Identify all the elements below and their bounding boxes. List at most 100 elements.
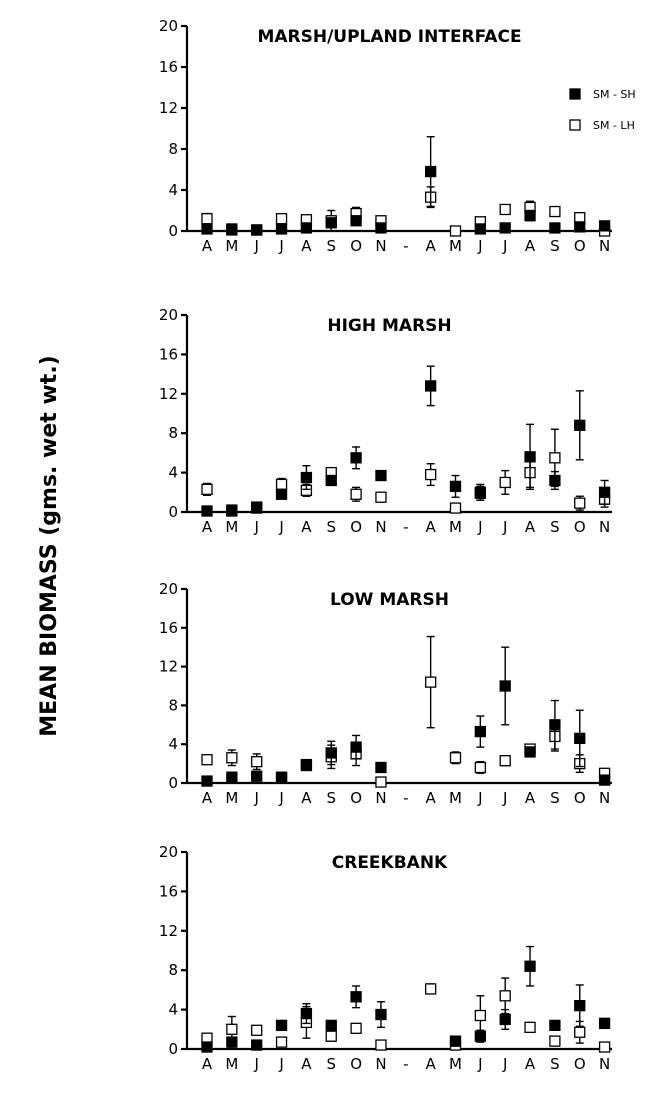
x-tick-label: S [550,789,560,807]
y-tick-label: 20 [159,17,178,35]
data-point-sm-lh [226,752,238,764]
data-point-sm-lh [275,478,288,491]
x-tick-label: N [375,1055,386,1073]
x-tick-label: J [278,237,283,255]
x-tick-label: N [375,237,386,255]
legend-marker-sm-lh [569,119,581,131]
y-tick-label: 8 [168,961,178,979]
data-point-sm-sh [424,380,437,392]
data-point-sm-sh [598,220,611,232]
x-tick-label: S [550,237,560,255]
x-tick-label: N [375,789,386,807]
x-tick-label: M [449,1055,462,1073]
x-tick-label: J [502,237,507,255]
data-point-sm-sh [375,222,387,234]
x-tick-label: J [502,789,507,807]
x-tick-label: O [350,1055,362,1073]
x-tick-label: O [350,237,362,255]
data-point-sm-sh [325,217,337,229]
data-point-sm-lh [251,756,263,768]
x-tick-label: A [426,237,437,255]
data-point-sm-sh [499,1013,511,1026]
x-tick-label: M [225,1055,238,1073]
x-tick-label: A [202,518,213,536]
data-point-sm-lh [449,752,462,764]
panel-title: MARSH/UPLAND INTERFACE [257,27,521,47]
x-tick-label: J [502,518,507,536]
data-point-sm-sh [201,223,213,235]
data-point-sm-sh [350,991,362,1003]
y-tick-label: 20 [159,580,178,598]
data-point-sm-sh [449,480,462,493]
y-tick-label: 0 [168,222,178,240]
data-point-sm-lh [424,983,437,995]
data-point-sm-sh [598,774,611,786]
data-point-sm-lh [474,1009,487,1022]
data-point-sm-sh [275,1019,288,1032]
y-tick-label: 0 [168,503,178,521]
y-tick-label: 20 [159,306,178,324]
y-tick-label: 16 [159,882,178,900]
data-point-sm-sh [300,471,313,484]
x-tick-label: J [253,237,258,255]
x-tick-label: A [525,237,536,255]
x-tick-label: M [449,789,462,807]
data-point-sm-lh [375,1039,387,1051]
data-point-sm-lh [449,502,462,514]
data-point-sm-sh [474,223,487,235]
data-point-sm-sh [549,719,561,731]
data-point-sm-sh [300,222,313,234]
data-point-sm-lh [474,761,487,774]
data-point-sm-sh [350,215,362,227]
x-tick-label: N [599,237,610,255]
data-point-sm-lh [325,1030,337,1042]
data-point-sm-sh [251,224,263,236]
x-tick-label: - [403,1055,408,1073]
data-point-sm-lh [574,1026,586,1038]
data-point-sm-sh [524,746,536,758]
data-point-sm-lh [598,1041,611,1053]
x-tick-label: A [525,518,536,536]
data-point-sm-sh [598,486,611,498]
y-tick-label: 8 [168,696,178,714]
data-point-sm-sh [325,474,337,487]
data-point-sm-lh [499,203,511,216]
data-point-sm-sh [574,221,586,233]
data-point-sm-sh [325,747,337,759]
y-tick-label: 12 [159,99,178,117]
x-tick-label: O [574,237,586,255]
legend: SM - SH SM - LH [569,88,636,132]
data-point-sm-lh [424,676,437,688]
x-tick-label: A [202,237,213,255]
x-tick-label: A [525,1055,536,1073]
data-point-sm-lh [350,1022,362,1034]
data-point-sm-sh [300,1007,313,1020]
x-tick-label: J [253,789,258,807]
data-point-sm-sh [474,487,487,499]
x-tick-label: J [278,518,283,536]
x-tick-label: M [225,518,238,536]
x-tick-label: O [350,789,362,807]
x-tick-label: J [502,1055,507,1073]
data-point-sm-lh [524,1021,536,1033]
x-tick-label: S [326,1055,336,1073]
x-tick-label: J [477,1055,482,1073]
data-point-sm-sh [350,452,362,464]
x-tick-label: A [525,789,536,807]
data-point-sm-sh [524,209,536,222]
y-tick-label: 0 [168,774,178,792]
data-point-sm-sh [226,1036,238,1048]
x-tick-label: S [550,1055,560,1073]
y-tick-label: 8 [168,424,178,442]
data-point-sm-sh [375,469,387,482]
legend-label-sm-sh: SM - SH [593,88,636,101]
data-point-sm-sh [275,223,288,235]
data-point-sm-sh [375,761,387,774]
x-tick-label: O [574,789,586,807]
y-axis-title: MEAN BIOMASS (gms. wet wt.) [37,355,62,736]
x-tick-label: M [225,789,238,807]
